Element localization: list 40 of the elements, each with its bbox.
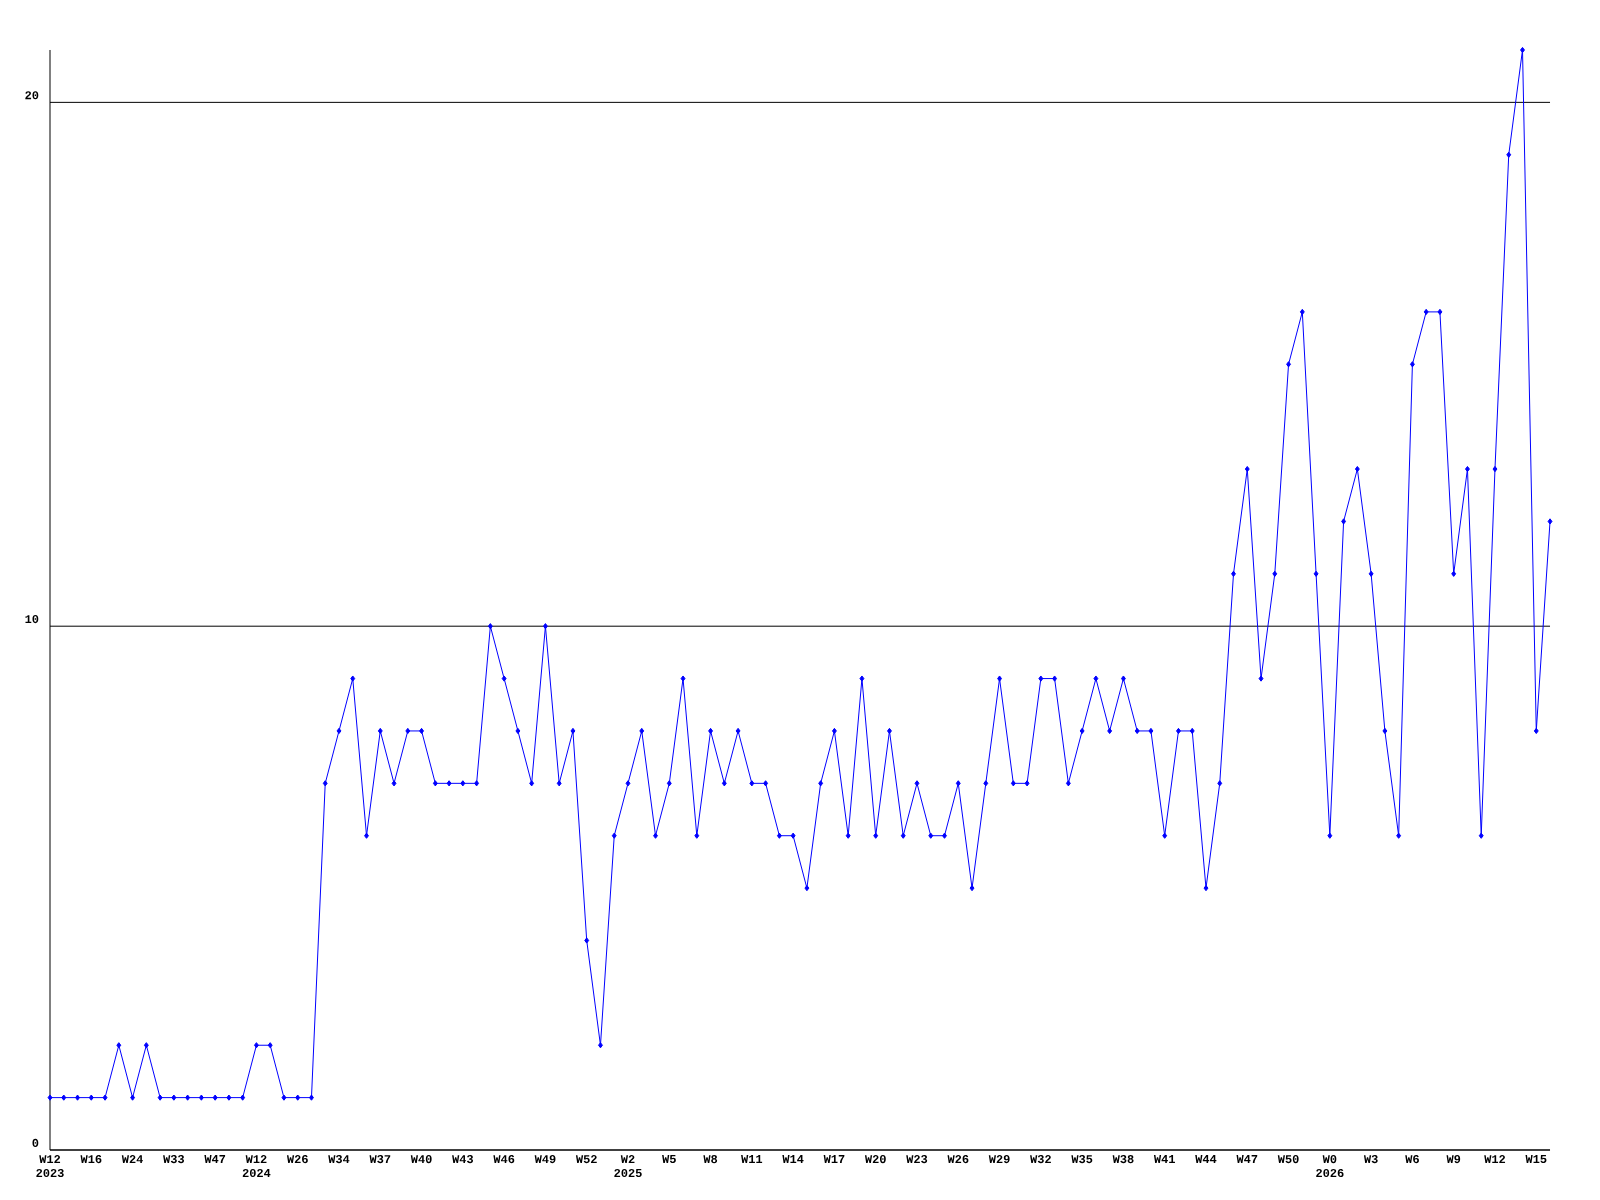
x-tick-label: W3: [1363, 1155, 1378, 1164]
x-tick-label: W12 2024: [242, 1155, 271, 1178]
x-tick-label: W2 2025: [614, 1155, 642, 1178]
x-tick-label: W50: [1277, 1155, 1299, 1164]
x-tick-label: W33: [163, 1155, 184, 1164]
x-tick-label: W49: [534, 1155, 556, 1164]
x-tick-label: W43: [452, 1155, 473, 1164]
x-tick-label: W37: [369, 1155, 391, 1164]
x-tick-label: W15: [1525, 1155, 1547, 1164]
x-tick-label: W47: [204, 1155, 226, 1163]
x-tick-label: W14: [782, 1155, 804, 1163]
x-tick-label: W35: [1071, 1155, 1093, 1164]
x-tick-label: W0 2026: [1316, 1155, 1344, 1178]
x-tick-label: W16: [80, 1155, 102, 1164]
y-tick-label: 0: [32, 1138, 39, 1147]
x-tick-label: W52: [575, 1155, 597, 1164]
x-tick-label: W29: [988, 1155, 1010, 1164]
x-tick-label: W32: [1030, 1155, 1051, 1164]
y-tick-label: 20: [25, 91, 39, 100]
x-tick-label: W44: [1195, 1155, 1217, 1163]
x-tick-label: W11: [741, 1155, 763, 1163]
x-tick-label: W46: [493, 1155, 515, 1164]
x-tick-label: W20: [864, 1155, 886, 1164]
x-tick-label: W34: [328, 1155, 350, 1164]
x-tick-label: W40: [410, 1155, 432, 1164]
x-tick-label: W8: [703, 1155, 718, 1164]
x-tick-label: W5: [662, 1155, 676, 1164]
x-tick-label: W41: [1153, 1155, 1175, 1163]
x-tick-label: W23: [906, 1155, 928, 1164]
x-tick-label: W12: [1484, 1155, 1506, 1164]
x-tick-label: W24: [121, 1155, 143, 1164]
x-tick-label: W26: [947, 1155, 969, 1164]
x-tick-label: W9: [1446, 1155, 1461, 1164]
x-tick-label: W47: [1236, 1155, 1258, 1163]
x-tick-label: W12 2023: [36, 1155, 64, 1178]
x-tick-label: W17: [823, 1155, 845, 1163]
x-tick-label: W38: [1112, 1155, 1134, 1164]
x-tick-label: W6: [1405, 1155, 1419, 1164]
x-tick-label: W26: [286, 1155, 308, 1164]
y-tick-label: 10: [25, 615, 39, 624]
